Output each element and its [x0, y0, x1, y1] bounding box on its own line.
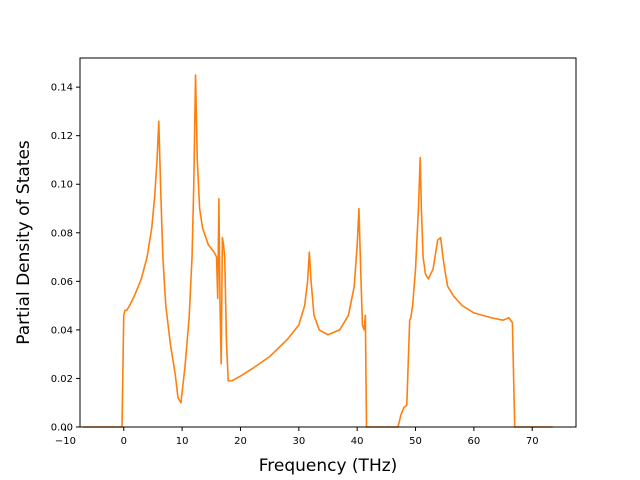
x-tick-label: 0: [121, 436, 127, 447]
x-tick-label: 40: [351, 436, 364, 447]
x-tick-label: 20: [234, 436, 247, 447]
x-tick-label: 60: [468, 436, 481, 447]
x-tick-label: 70: [526, 436, 539, 447]
pdos-series-line: [82, 74, 553, 428]
axes-frame: [79, 57, 577, 428]
y-tick-label: 0.00: [51, 423, 73, 434]
y-tick-label: 0.06: [51, 277, 73, 288]
plot-area: [82, 74, 553, 428]
y-axis-ticks: 0.00 0.02 0.04 0.06 0.08 0.10 0.12 0.14: [51, 83, 80, 434]
y-axis-label: Partial Density of States: [14, 140, 34, 345]
x-tick-label: −10: [55, 436, 76, 447]
y-tick-label: 0.02: [51, 374, 73, 385]
x-tick-label: 50: [409, 436, 422, 447]
y-tick-label: 0.12: [51, 131, 73, 142]
y-tick-label: 0.08: [51, 228, 73, 239]
y-tick-label: 0.14: [51, 83, 73, 94]
x-axis-ticks: −10 0 10 20 30 40 50 60 70: [55, 427, 539, 447]
y-tick-label: 0.04: [51, 325, 73, 336]
x-axis-label: Frequency (THz): [259, 456, 398, 476]
x-tick-label: 10: [176, 436, 189, 447]
y-tick-label: 0.10: [51, 180, 73, 191]
x-tick-label: 30: [292, 436, 305, 447]
